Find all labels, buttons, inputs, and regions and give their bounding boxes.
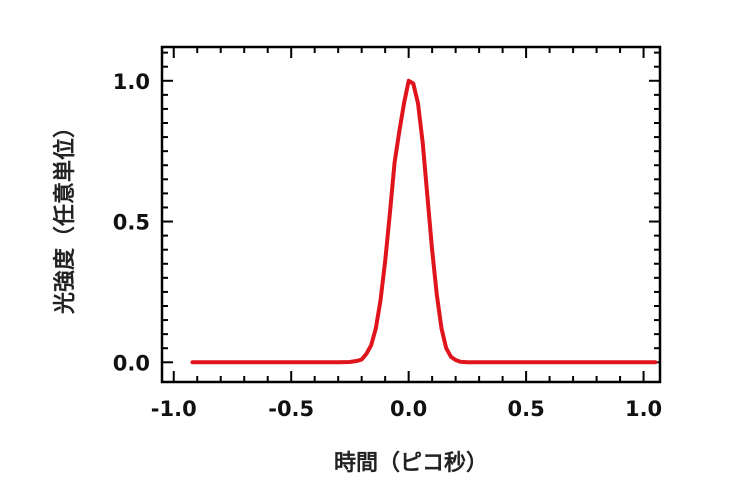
x-tick-label: -1.0 [151, 397, 197, 421]
x-tick-label: 0.0 [390, 397, 427, 421]
ticks-group [162, 47, 660, 382]
x-tick-label: 1.0 [625, 397, 662, 421]
intensity-curve [190, 78, 658, 365]
plot-frame [160, 45, 662, 384]
y-tick-label: 0.5 [113, 211, 150, 235]
x-tick-label: -0.5 [268, 397, 314, 421]
y-tick-label: 0.0 [113, 351, 150, 375]
tick-labels-group: -1.0 -0.5 0.0 0.5 1.0 0.0 0.5 1.0 [113, 70, 662, 421]
y-tick-label: 1.0 [113, 70, 150, 94]
x-tick-label: 0.5 [508, 397, 545, 421]
x-axis-title: 時間（ピコ秒） [334, 451, 488, 476]
y-axis-title: 光強度（任意単位） [52, 116, 78, 315]
